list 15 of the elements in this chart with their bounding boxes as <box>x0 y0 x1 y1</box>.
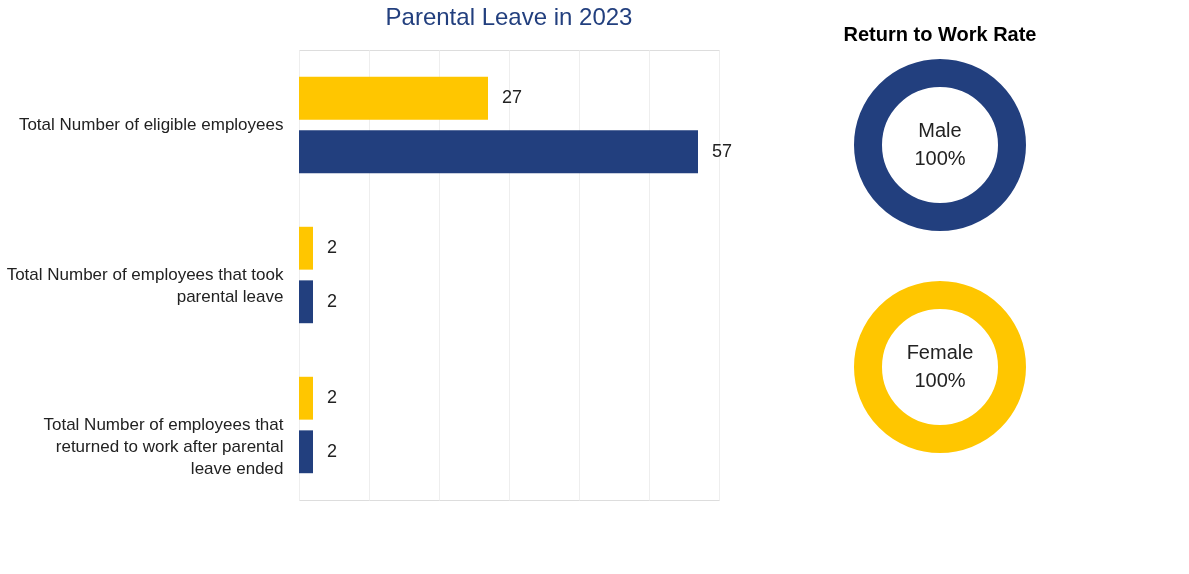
data-label: 27 <box>502 87 523 108</box>
slice-label: Male <box>918 119 962 141</box>
y-tick-label: Total Number of eligible employees <box>18 115 284 134</box>
chart-title: Parental Leave in 2023 <box>385 3 633 30</box>
chart-title: Return to Work Rate <box>843 23 1037 45</box>
data-label: 2 <box>327 290 338 311</box>
data-label: 100% <box>914 369 966 391</box>
data-label: 2 <box>327 387 338 408</box>
y-tick-label: Total Number of employees that returned to work after parental leave ended <box>43 415 284 478</box>
y-tick-label: Total Number of employees that took parental leave <box>6 265 284 306</box>
slice-label: Female <box>906 341 974 363</box>
data-label: 2 <box>327 237 338 258</box>
data-label: 2 <box>327 440 338 461</box>
data-label: 100% <box>914 147 966 169</box>
data-label: 57 <box>712 140 733 161</box>
